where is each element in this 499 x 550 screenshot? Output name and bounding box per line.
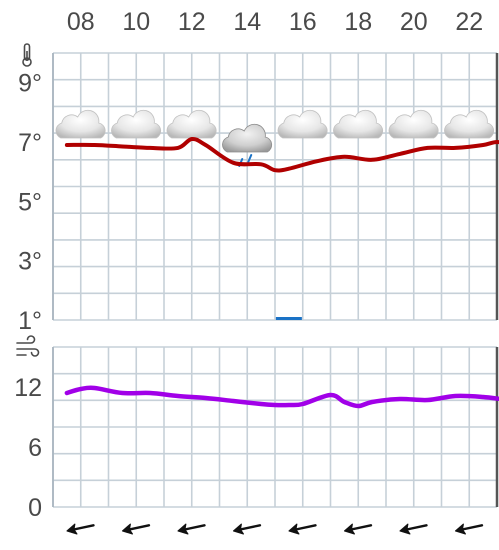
x-tick-label: 16	[289, 8, 317, 36]
temperature-y-tick-label: 5°	[18, 188, 42, 216]
weather-icons	[55, 109, 495, 167]
wind-icon	[16, 335, 40, 357]
wind-direction-arrows	[66, 523, 484, 535]
x-tick-label: 22	[455, 8, 483, 36]
temperature-y-tick-labels: 9° 7° 5° 3° 1°	[18, 70, 42, 335]
thermometer-icon	[22, 43, 32, 67]
x-tick-label: 20	[400, 8, 428, 36]
x-tick-label: 18	[344, 8, 372, 36]
wind-y-tick-label: 6	[28, 434, 42, 462]
temperature-y-tick-label: 7°	[18, 129, 42, 157]
wind-speed-line	[64, 385, 499, 409]
cloud-icon	[166, 109, 217, 139]
x-tick-label: 14	[233, 8, 261, 36]
temperature-y-tick-label: 3°	[18, 248, 42, 276]
cloud-icon	[111, 109, 162, 139]
temperature-panel: 9° 7° 5° 3° 1°	[18, 43, 499, 335]
cloud-icon	[55, 109, 106, 139]
cloud-icon	[444, 109, 495, 139]
rain-cloud-icon	[222, 123, 273, 167]
temperature-grid	[52, 52, 499, 321]
cloud-icon	[388, 109, 439, 139]
cloud-icon	[277, 109, 328, 139]
temperature-y-tick-label: 1°	[18, 307, 42, 335]
temperature-series	[64, 136, 499, 173]
wind-direction-arrow-icon	[121, 523, 151, 535]
wind-y-tick-labels: 12 6 0	[14, 374, 42, 522]
wind-direction-arrow-icon	[454, 523, 484, 535]
precipitation-bars	[275, 317, 302, 320]
cloud-icon	[333, 109, 384, 139]
wind-y-tick-label: 12	[14, 374, 42, 402]
wind-direction-arrow-icon	[343, 523, 373, 535]
x-axis-tick-labels: 081012141618202200	[67, 8, 483, 36]
wind-y-tick-label: 0	[28, 494, 42, 522]
temperature-line	[64, 136, 499, 173]
wind-panel: 12 6 0	[14, 335, 499, 522]
wind-direction-arrow-icon	[66, 523, 95, 535]
temperature-y-tick-label: 9°	[18, 70, 42, 98]
x-tick-label: 08	[67, 8, 95, 36]
wind-direction-arrow-icon	[177, 523, 206, 535]
wind-grid	[52, 346, 499, 508]
x-tick-label: 12	[178, 8, 206, 36]
wind-series	[64, 385, 499, 409]
wind-direction-arrow-icon	[288, 523, 317, 535]
wind-direction-arrow-icon	[399, 523, 428, 535]
wind-direction-arrow-icon	[232, 523, 262, 535]
precipitation-bar	[275, 317, 302, 320]
x-tick-label: 10	[122, 8, 150, 36]
